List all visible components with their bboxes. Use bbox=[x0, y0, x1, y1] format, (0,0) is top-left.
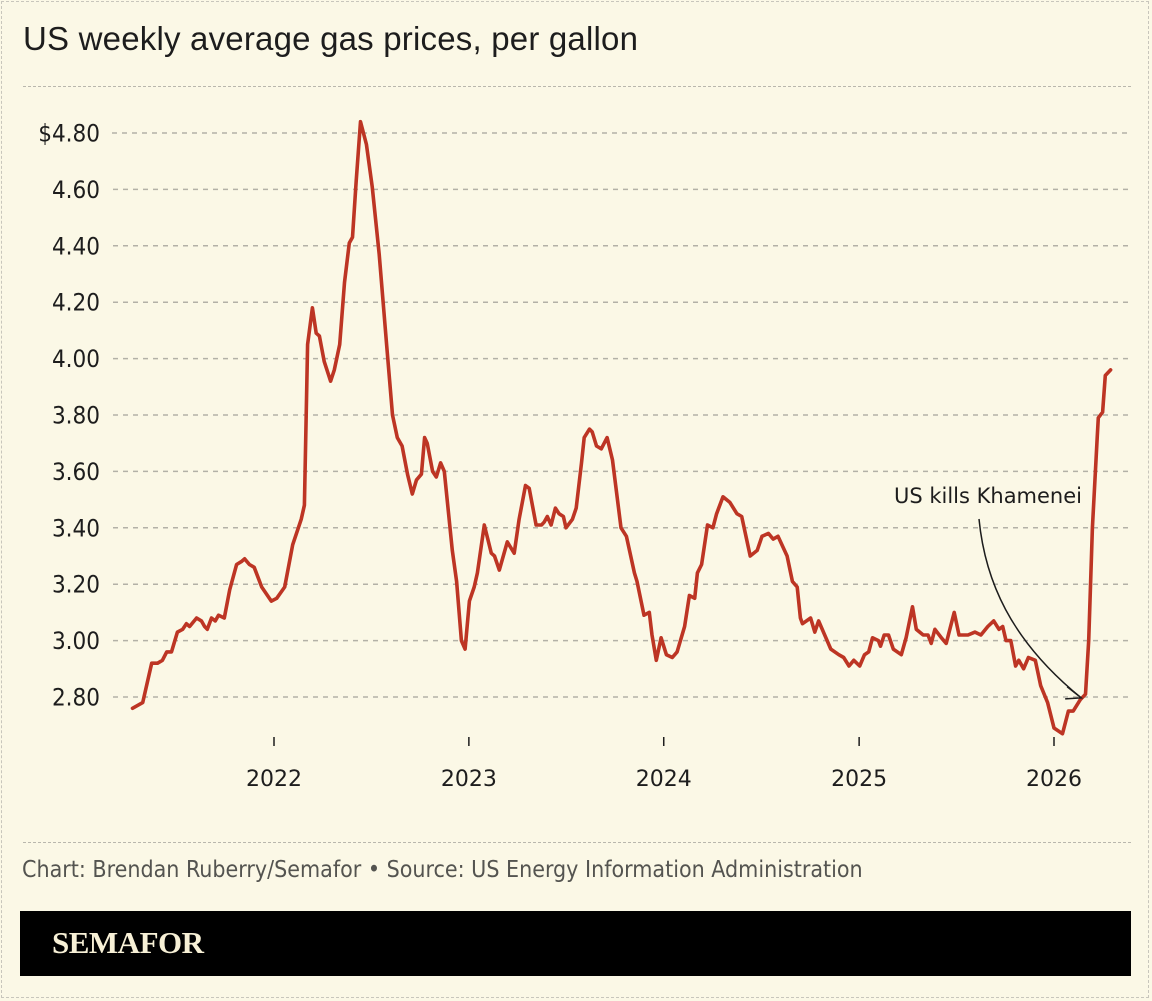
brand-bar: SEMAFOR bbox=[20, 911, 1131, 976]
y-tick-label: 3.00 bbox=[52, 627, 100, 655]
line-chart: 2.80 3.00 3.20 3.40 3.60 3.80 4.00 4.20 4.40 4.60… bbox=[38, 119, 1131, 792]
semafor-logo: SEMAFOR bbox=[52, 925, 204, 960]
price-line bbox=[130, 119, 1113, 736]
footer-divider bbox=[23, 842, 1131, 843]
x-tick-label: 2026 bbox=[1026, 767, 1082, 792]
annotation-arrow bbox=[978, 518, 1082, 699]
y-tick-label: 4.00 bbox=[52, 345, 100, 373]
x-tick-label: 2022 bbox=[246, 767, 302, 792]
y-tick-label: 3.60 bbox=[52, 458, 100, 486]
x-tick-label: 2025 bbox=[831, 767, 887, 792]
annotation-label: US kills Khamenei bbox=[894, 484, 1082, 508]
title-divider bbox=[23, 86, 1131, 87]
arrowhead-icon bbox=[1065, 686, 1084, 700]
y-tick-label: 2.80 bbox=[52, 684, 100, 712]
x-tick-label: 2023 bbox=[441, 767, 497, 792]
y-tick-label: 4.60 bbox=[52, 176, 100, 204]
chart-title: US weekly average gas prices, per gallon bbox=[23, 20, 639, 57]
y-tick-label: $4.80 bbox=[38, 120, 100, 148]
y-tick-label: 3.20 bbox=[52, 571, 100, 599]
y-tick-label: 4.20 bbox=[52, 289, 100, 317]
y-tick-label: 4.40 bbox=[52, 232, 100, 260]
x-tick-label: 2024 bbox=[636, 767, 692, 792]
y-tick-label: 3.80 bbox=[52, 402, 100, 430]
source-credit: Chart: Brendan Ruberry/Semafor • Source:… bbox=[22, 857, 863, 883]
y-tick-label: 3.40 bbox=[52, 514, 100, 542]
